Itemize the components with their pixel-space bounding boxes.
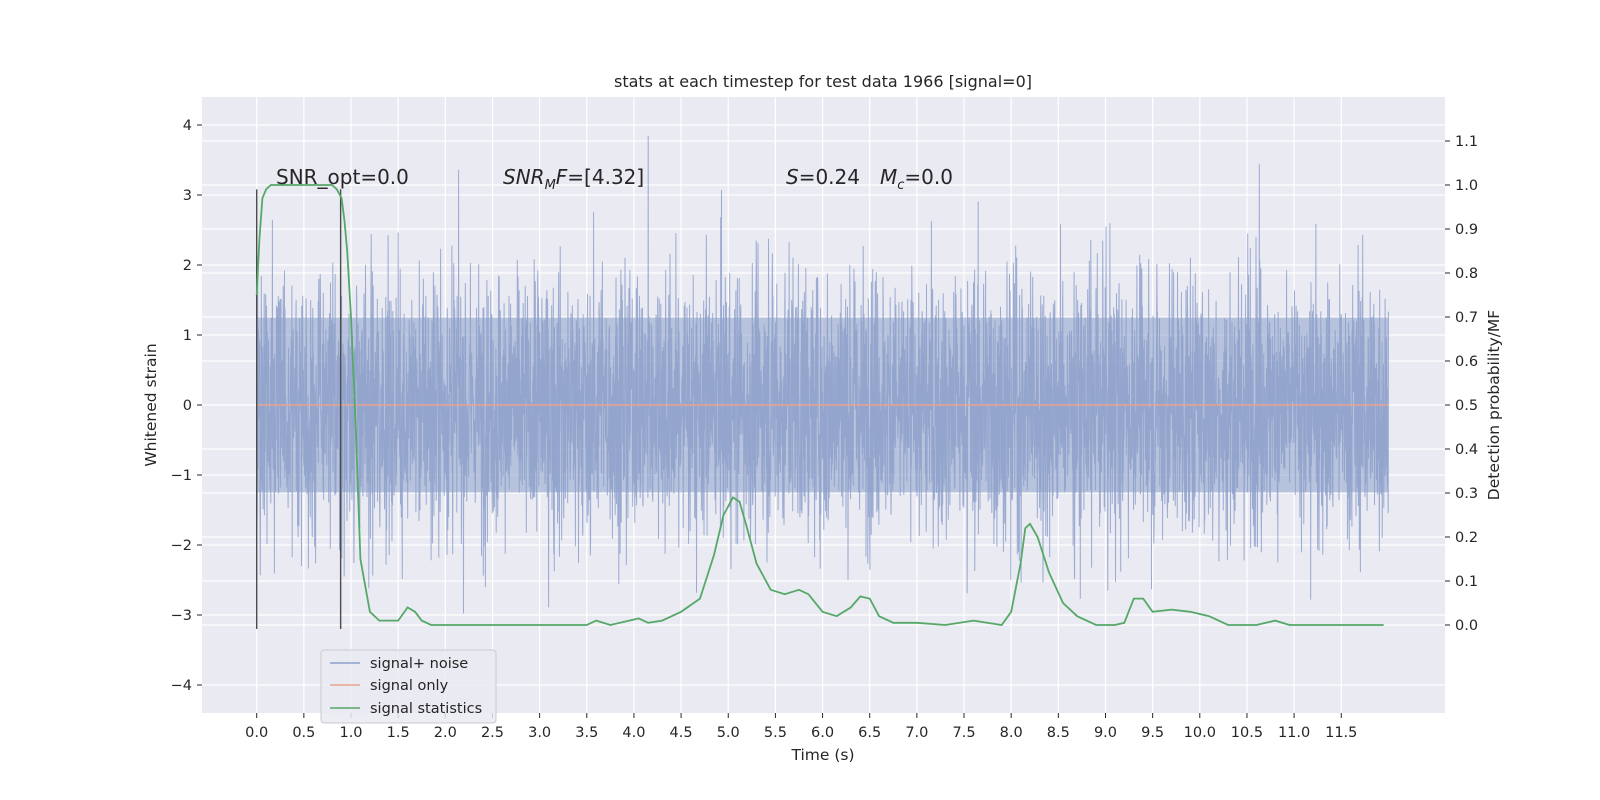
y-left-tick-label: 4 <box>183 118 192 134</box>
x-tick-label: 11.0 <box>1278 725 1310 741</box>
x-tick-label: 8.0 <box>1000 725 1023 741</box>
legend: signal+ noise signal only signal statist… <box>320 649 497 724</box>
legend-label-noise: signal+ noise <box>370 656 468 672</box>
y-left-tick-label: 2 <box>183 258 192 274</box>
y-right-tick-label: 1.0 <box>1455 178 1478 194</box>
x-tick-label: 5.5 <box>764 725 787 741</box>
y-left-tick-label: −1 <box>171 468 192 484</box>
y-right-tick-label: 0.2 <box>1455 530 1478 546</box>
x-tick-label: 7.5 <box>952 725 975 741</box>
y-right-tick-label: 0.8 <box>1455 266 1478 282</box>
x-axis-ticks: 0.0 0.5 1.0 1.5 2.0 2.5 3.0 3.5 4.0 4.5 5.0 5.5 6.0 6… <box>245 713 1357 741</box>
x-tick-label: 10.0 <box>1184 725 1216 741</box>
y-axis-left-label: Whitened strain <box>142 343 160 466</box>
y-left-tick-label: −3 <box>171 608 192 624</box>
x-tick-label: 1.0 <box>339 725 362 741</box>
x-tick-label: 6.5 <box>858 725 881 741</box>
x-tick-label: 9.5 <box>1141 725 1164 741</box>
x-tick-label: 1.5 <box>387 725 410 741</box>
y-left-tick-label: 1 <box>183 328 192 344</box>
x-tick-label: 4.0 <box>622 725 645 741</box>
x-tick-label: 2.0 <box>434 725 457 741</box>
x-tick-label: 7.0 <box>905 725 928 741</box>
y-left-tick-label: −2 <box>171 538 192 554</box>
x-tick-label: 9.0 <box>1094 725 1117 741</box>
x-tick-label: 11.5 <box>1325 725 1357 741</box>
x-axis-label: Time (s) <box>790 746 854 764</box>
y-right-tick-label: 0.0 <box>1455 618 1478 634</box>
y-left-tick-label: −4 <box>171 678 192 694</box>
y-left-tick-label: 3 <box>183 188 192 204</box>
legend-box <box>320 649 497 724</box>
x-tick-label: 0.0 <box>245 725 268 741</box>
y-axis-right-label: Detection probability/MF <box>1485 310 1503 501</box>
x-tick-label: 2.5 <box>481 725 504 741</box>
legend-label-signal-only: signal only <box>370 678 449 694</box>
annotation-snr-mf: SNRMF=[4.32] <box>503 165 644 193</box>
x-tick-label: 5.0 <box>717 725 740 741</box>
y-right-tick-label: 0.1 <box>1455 574 1478 590</box>
y-axis-left-ticks: −4 −3 −2 −1 0 1 2 3 4 <box>171 118 202 694</box>
y-right-tick-label: 1.1 <box>1455 134 1478 150</box>
x-tick-label: 0.5 <box>292 725 315 741</box>
y-right-tick-label: 0.4 <box>1455 442 1478 458</box>
x-tick-label: 8.5 <box>1047 725 1070 741</box>
y-axis-right-ticks: 0.0 0.1 0.2 0.3 0.4 0.5 0.6 0.7 0.8 0.9 1.0 1.1 <box>1445 134 1478 634</box>
x-tick-label: 4.5 <box>670 725 693 741</box>
annotation-mc: Mc=0.0 <box>880 165 953 193</box>
y-right-tick-label: 0.6 <box>1455 354 1478 370</box>
y-right-tick-label: 0.7 <box>1455 310 1478 326</box>
x-tick-label: 10.5 <box>1231 725 1263 741</box>
x-tick-label: 6.0 <box>811 725 834 741</box>
statistics-line <box>255 184 1384 626</box>
series-signal-statistics <box>255 184 1384 626</box>
y-right-tick-label: 0.5 <box>1455 398 1478 414</box>
y-left-tick-label: 0 <box>183 398 192 414</box>
x-tick-label: 3.5 <box>575 725 598 741</box>
legend-label-statistics: signal statistics <box>370 701 482 717</box>
chart-title: stats at each timestep for test data 196… <box>614 72 1032 91</box>
vertical-markers <box>255 189 342 629</box>
annotation-snr-opt: SNR_opt=0.0 <box>276 165 409 189</box>
y-right-tick-label: 0.3 <box>1455 486 1478 502</box>
y-right-tick-label: 0.9 <box>1455 222 1478 238</box>
annotation-s: S=0.24 <box>786 165 860 189</box>
x-tick-label: 3.0 <box>528 725 551 741</box>
